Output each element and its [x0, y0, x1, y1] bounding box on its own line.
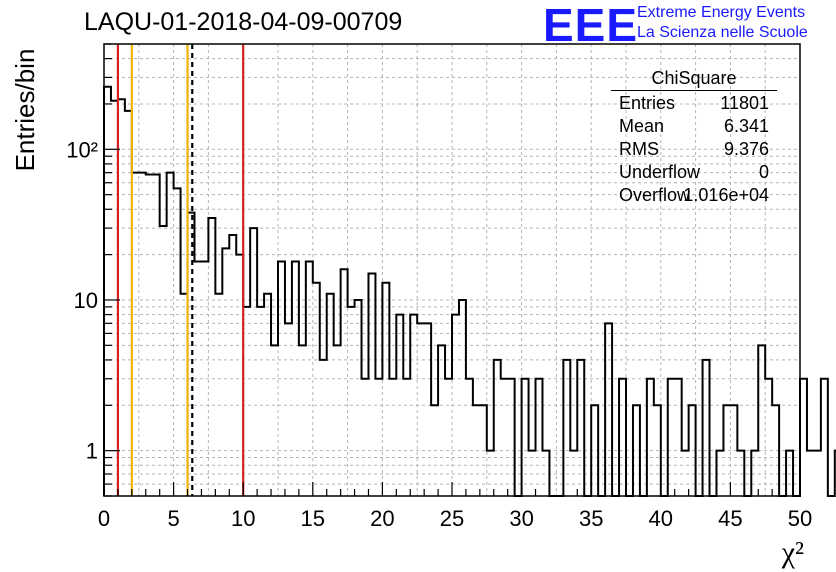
stats-title: ChiSquare — [611, 68, 777, 91]
stats-label: RMS — [619, 139, 659, 159]
x-tick-label: 20 — [370, 506, 394, 531]
stats-label: Mean — [619, 116, 665, 136]
stats-label: Overflow — [619, 185, 691, 205]
histogram-series — [103, 85, 836, 497]
x-axis: 0 5 10 15 20 25 30 35 40 45 50 — [98, 482, 812, 531]
stats-row-overflow: Overflow 1.016e+04 — [611, 185, 777, 208]
x-tick-label: 45 — [718, 506, 742, 531]
y-tick-label: 10² — [66, 137, 98, 162]
stats-row-rms: RMS 9.376 — [611, 139, 777, 162]
x-tick-label: 15 — [301, 506, 325, 531]
x-tick-label: 50 — [788, 506, 812, 531]
stats-value: 6.341 — [723, 116, 769, 136]
stats-value: 0 — [758, 162, 769, 182]
x-tick-label: 30 — [509, 506, 533, 531]
stats-row-mean: Mean 6.341 — [611, 116, 777, 139]
y-tick-label: 10 — [74, 288, 98, 313]
stats-label: Underflow — [619, 162, 701, 182]
stats-value: 9.376 — [723, 139, 769, 159]
x-tick-label: 10 — [231, 506, 255, 531]
eee-logo: EEE Extreme Energy Events La Scienza nel… — [543, 0, 833, 51]
x-tick-label: 40 — [649, 506, 673, 531]
stats-value: 1.016e+04 — [683, 185, 769, 205]
x-tick-label: 35 — [579, 506, 603, 531]
x-tick-label: 5 — [167, 506, 179, 531]
stats-label: Entries — [619, 93, 676, 113]
stats-row-entries: Entries 11801 — [611, 93, 777, 116]
x-axis-label: χ² — [781, 536, 804, 569]
eee-logo-mark: EEE — [543, 0, 639, 51]
y-axis-label: Entries/bin — [10, 49, 40, 172]
x-tick-label: 0 — [98, 506, 110, 531]
logo-line-2: La Scienza nelle Scuole — [637, 24, 808, 41]
x-tick-label: 25 — [440, 506, 464, 531]
stats-row-underflow: Underflow 0 — [611, 162, 777, 185]
y-axis: 1 10 10² — [66, 43, 120, 497]
reference-lines — [116, 44, 245, 496]
stats-value: 11801 — [720, 93, 769, 113]
y-tick-label: 1 — [86, 439, 98, 464]
stats-box: ChiSquare Entries 11801 Mean 6.341 RMS 9… — [611, 68, 777, 208]
logo-line-1: Extreme Energy Events — [637, 4, 806, 21]
chart-title: LAQU-01-2018-04-09-00709 — [84, 8, 403, 36]
